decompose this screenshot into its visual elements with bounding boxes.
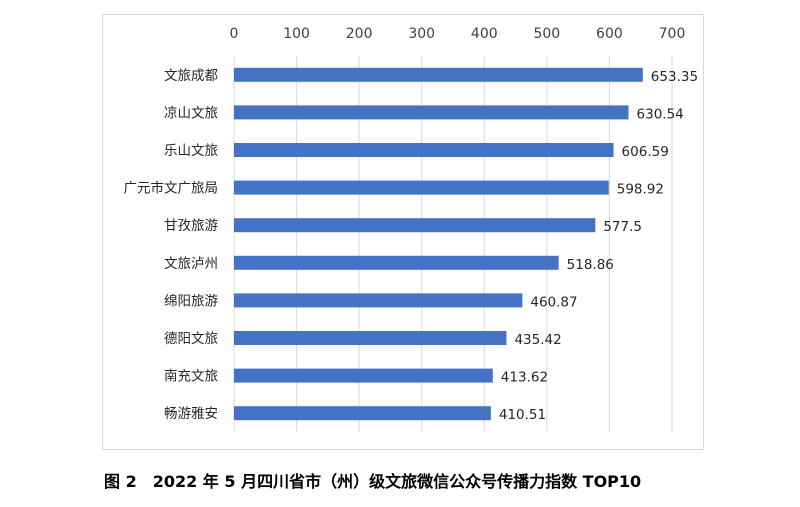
bar	[234, 218, 596, 233]
bar	[234, 406, 491, 421]
x-tick-label: 0	[230, 26, 239, 42]
x-tick-label: 300	[408, 26, 435, 42]
category-label: 文旅成都	[164, 68, 218, 84]
data-label: 630.54	[637, 106, 684, 122]
x-tick-label: 400	[471, 26, 498, 42]
data-label: 460.87	[530, 294, 577, 310]
bar	[234, 368, 493, 383]
data-label: 598.92	[617, 182, 664, 198]
data-label: 653.35	[651, 69, 698, 85]
category-label: 凉山文旅	[164, 105, 218, 121]
data-label: 413.62	[501, 370, 548, 386]
data-label: 606.59	[622, 144, 669, 160]
bar	[234, 180, 609, 195]
x-tick-label: 500	[533, 26, 560, 42]
data-label: 518.86	[567, 257, 614, 273]
data-label: 577.5	[603, 219, 642, 235]
category-label: 文旅泸州	[164, 256, 218, 272]
bar	[234, 143, 614, 157]
category-label: 绵阳旅游	[164, 293, 218, 309]
figure-caption: 图 2 2022 年 5 月四川省市（州）级文旅微信公众号传播力指数 TOP10	[104, 472, 642, 491]
data-label: 435.42	[514, 332, 561, 348]
bar	[234, 331, 507, 345]
x-tick-label: 200	[346, 26, 373, 42]
category-label: 畅游雅安	[164, 406, 218, 422]
bar	[234, 67, 643, 82]
data-label: 410.51	[499, 407, 546, 423]
x-tick-label: 700	[659, 26, 686, 42]
category-label: 乐山文旅	[164, 143, 218, 159]
bar	[234, 293, 523, 308]
bar	[234, 105, 629, 120]
category-label: 广元市文广旅局	[124, 180, 219, 197]
category-label: 南充文旅	[164, 369, 218, 385]
x-tick-label: 600	[596, 26, 623, 42]
category-label: 德阳文旅	[164, 331, 218, 347]
bar	[234, 255, 559, 270]
x-tick-label: 100	[283, 26, 310, 42]
category-label: 甘孜旅游	[164, 218, 218, 234]
